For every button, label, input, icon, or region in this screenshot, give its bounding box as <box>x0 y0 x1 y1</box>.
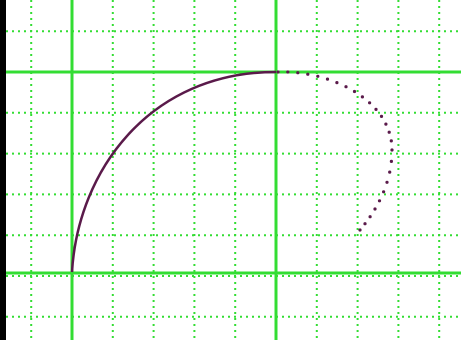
curve-dot <box>296 71 300 75</box>
curve-dot <box>379 114 384 118</box>
major-grid <box>6 0 461 340</box>
curve-dot <box>358 228 362 232</box>
curve-dot <box>360 95 364 99</box>
curve-dot <box>344 85 348 89</box>
curve-dot <box>374 107 378 111</box>
curve-dot <box>373 207 377 211</box>
curve-dot <box>325 77 330 81</box>
curve-dot <box>368 215 372 219</box>
curve-dot <box>382 190 386 194</box>
curve-dot <box>385 180 389 184</box>
curve-dot <box>286 70 290 74</box>
dotted-curve <box>276 70 394 232</box>
curve-dot <box>389 159 393 163</box>
curve-dot <box>390 148 394 152</box>
curve-dot <box>363 222 367 226</box>
curve-dot <box>316 74 320 78</box>
curve-dot <box>389 139 393 143</box>
curve-dot <box>368 101 372 105</box>
curve-dot <box>306 72 310 76</box>
curve-dot <box>387 130 391 134</box>
minor-grid <box>6 0 461 340</box>
curve-dot <box>276 70 280 74</box>
solid-curve <box>70 70 277 273</box>
curve-dot <box>384 122 388 126</box>
window-left-edge <box>0 0 6 340</box>
curve-dot <box>352 89 357 94</box>
curve-dot <box>377 199 382 203</box>
curve-dot <box>335 81 339 85</box>
curve-dot <box>388 170 392 174</box>
